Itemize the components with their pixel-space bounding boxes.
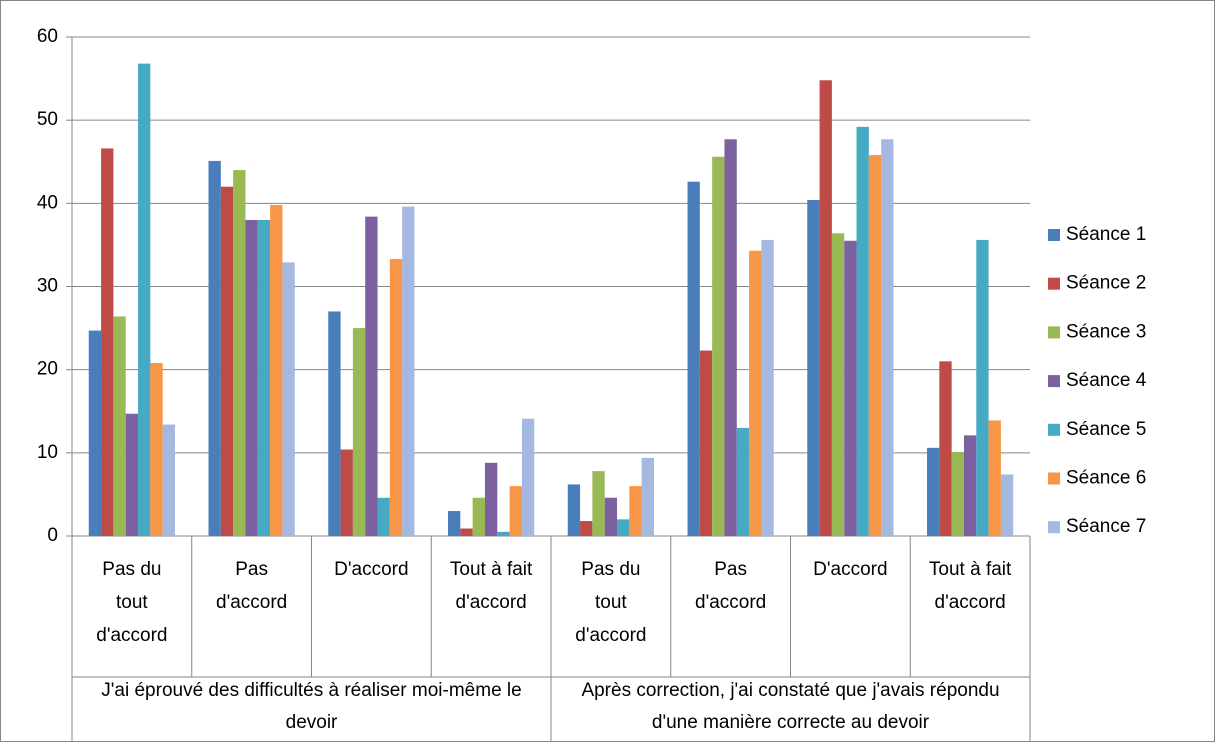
bar [282, 262, 295, 536]
bar [724, 139, 737, 537]
bar [831, 233, 845, 537]
legend-label: Séance 1 [1066, 224, 1146, 245]
legend-swatch [1048, 375, 1060, 388]
bar [580, 521, 593, 536]
bar [125, 413, 139, 536]
bar [88, 330, 102, 536]
bar [939, 361, 952, 536]
x-tick-label: D'accord [334, 559, 408, 580]
legend-label: Séance 4 [1066, 370, 1147, 391]
bar [101, 148, 114, 536]
bar [328, 311, 341, 536]
bar [807, 200, 820, 537]
x-tick-label: Pas d'accord [216, 559, 287, 613]
legend-swatch [1048, 521, 1060, 534]
bar [567, 484, 581, 536]
bar [868, 155, 882, 536]
y-tick-label: 40 [37, 192, 58, 213]
bar [927, 447, 940, 536]
bar [819, 80, 832, 536]
bar [712, 156, 725, 536]
bar [963, 435, 977, 536]
bar [484, 462, 498, 536]
bar [113, 316, 126, 536]
legend-swatch [1048, 277, 1060, 290]
legend-label: Séance 6 [1066, 468, 1146, 489]
y-tick-label: 10 [37, 442, 58, 463]
y-tick-label: 0 [47, 525, 58, 546]
bar [162, 424, 175, 536]
bar [352, 328, 366, 536]
bar [604, 497, 618, 536]
bar [844, 240, 857, 536]
bar [472, 497, 485, 536]
bar [377, 497, 390, 536]
group-label: Après correction, j'ai constaté que j'av… [581, 680, 999, 733]
bar [749, 250, 762, 536]
legend-label: Séance 2 [1066, 273, 1146, 294]
bar [509, 486, 522, 536]
bar [138, 63, 151, 536]
bar [629, 486, 642, 536]
bar [951, 452, 964, 536]
bar [257, 219, 271, 536]
bar [592, 471, 605, 536]
legend-label: Séance 5 [1066, 419, 1146, 440]
bar [736, 427, 750, 536]
bar [150, 363, 163, 536]
bar [521, 418, 535, 536]
legend-swatch [1048, 229, 1060, 241]
bar [270, 204, 283, 536]
bar [365, 216, 378, 536]
group-label: J'ai éprouvé des difficultés à réaliser … [101, 680, 521, 733]
y-tick-label: 50 [37, 109, 58, 130]
bar [988, 420, 1001, 536]
legend-swatch [1048, 423, 1060, 436]
legend-swatch [1048, 472, 1060, 485]
bar [617, 519, 630, 536]
bar [687, 181, 700, 536]
bar [761, 239, 774, 536]
bar [208, 160, 221, 536]
bar [641, 457, 654, 536]
x-tick-label: Pas du tout d'accord [96, 559, 167, 646]
x-tick-label: Tout à fait d'accord [929, 559, 1012, 613]
x-tick-label: D'accord [813, 559, 887, 580]
bar [497, 531, 510, 536]
bar [233, 170, 246, 537]
bar [881, 139, 894, 537]
y-tick-label: 20 [37, 359, 58, 380]
bar [1000, 474, 1014, 536]
legend-swatch [1048, 326, 1060, 339]
bar [340, 449, 353, 536]
bar [699, 350, 713, 536]
bar [245, 219, 258, 536]
bar [389, 259, 403, 536]
x-tick-label: Pas du tout d'accord [575, 559, 646, 646]
x-tick-label: Tout à fait d'accord [450, 559, 533, 613]
bar [976, 239, 989, 536]
bar [402, 206, 415, 536]
bar [220, 186, 234, 536]
y-tick-label: 30 [37, 276, 58, 297]
bar [448, 511, 461, 536]
legend-label: Séance 3 [1066, 321, 1146, 342]
bar [856, 126, 869, 536]
legend-label: Séance 7 [1066, 516, 1146, 537]
bar [460, 528, 473, 536]
y-tick-label: 60 [37, 26, 58, 47]
x-tick-label: Pas d'accord [695, 559, 766, 613]
